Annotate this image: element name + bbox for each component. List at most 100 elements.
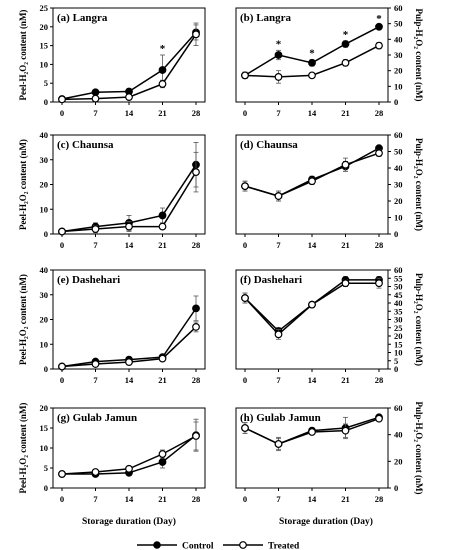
data-point bbox=[375, 41, 383, 50]
series-control bbox=[58, 24, 200, 103]
data-point bbox=[91, 468, 100, 476]
significance-marker: * bbox=[309, 48, 315, 60]
data-point bbox=[158, 66, 167, 74]
y-axis-title: Peel-H₂O₂ content (nM) bbox=[18, 403, 28, 494]
data-point bbox=[341, 160, 350, 169]
x-tick-label: 21 bbox=[341, 240, 350, 250]
data-point bbox=[158, 450, 167, 458]
y-tick-label: 20 bbox=[40, 22, 49, 32]
data-point bbox=[91, 88, 100, 97]
x-tick-label: 28 bbox=[375, 494, 384, 504]
y-tick-label: 10 bbox=[40, 204, 49, 214]
y-tick-label: 60 bbox=[394, 265, 403, 275]
y-tick-label: 15 bbox=[40, 41, 49, 51]
data-point bbox=[375, 149, 383, 158]
significance-marker: * bbox=[276, 38, 282, 50]
y-tick-label: 10 bbox=[40, 339, 49, 349]
series-line bbox=[244, 282, 379, 336]
x-tick-label: 0 bbox=[60, 240, 64, 250]
y-tick-label: 50 bbox=[394, 282, 403, 292]
y-tick-label: 20 bbox=[394, 456, 403, 466]
y-axis-title: Peel-H₂O₂ content (nM) bbox=[18, 139, 28, 230]
data-point bbox=[308, 300, 316, 309]
x-tick-label: 7 bbox=[93, 240, 98, 250]
y-tick-label: 0 bbox=[44, 364, 48, 374]
data-point bbox=[158, 80, 167, 88]
panel-title: (e) Dashehari bbox=[57, 274, 120, 286]
data-point bbox=[274, 330, 283, 339]
x-tick-label: 14 bbox=[125, 108, 134, 118]
data-point bbox=[58, 95, 66, 104]
data-point bbox=[375, 22, 383, 31]
series-line bbox=[244, 147, 380, 197]
data-point bbox=[91, 360, 100, 368]
x-tick-label: 28 bbox=[192, 494, 201, 504]
panel-b: 0 7 14 21 28 0 10 20 30 40 50 60 Pulp-H₂O₂ content (… bbox=[235, 3, 424, 118]
data-point bbox=[274, 192, 283, 200]
y-tick-label: 0 bbox=[44, 97, 48, 107]
data-point bbox=[125, 464, 133, 473]
x-tick-label: 7 bbox=[93, 375, 98, 385]
panel-e: 0 7 14 21 28 0 10 20 30 40 Peel-H₂O₂ content (nM) (… bbox=[18, 265, 206, 385]
y-axis-title: Pulp-H₂O₂ content (nM) bbox=[414, 273, 424, 366]
x-tick-label: 7 bbox=[276, 375, 281, 385]
data-point bbox=[58, 227, 66, 236]
y-axis-title: Peel-H₂O₂ content (nM) bbox=[18, 10, 28, 101]
data-point bbox=[241, 294, 249, 302]
x-tick-label: 0 bbox=[243, 240, 247, 250]
x-tick-label: 0 bbox=[243, 108, 247, 118]
y-tick-label: 40 bbox=[40, 265, 49, 275]
data-point bbox=[341, 426, 350, 435]
panel-g: 0 7 14 21 28 0 5 10 15 20 Peel-H₂O₂ content (nM) (g… bbox=[18, 403, 206, 504]
x-axis-titles: Storage duration (Day) Storage duration … bbox=[82, 516, 373, 527]
significance-marker: * bbox=[343, 29, 349, 41]
panel-title: (d) Chaunsa bbox=[240, 139, 298, 151]
x-tick-label: 21 bbox=[158, 375, 167, 385]
legend-control-marker bbox=[153, 541, 161, 549]
x-tick-label: 14 bbox=[125, 375, 134, 385]
x-tick-label: 0 bbox=[60, 375, 64, 385]
panel-title: (a) Langra bbox=[57, 12, 108, 24]
x-tick-label: 0 bbox=[60, 494, 64, 504]
y-tick-label: 0 bbox=[394, 483, 398, 493]
y-tick-label: 40 bbox=[394, 163, 403, 173]
data-point bbox=[375, 414, 383, 423]
data-point bbox=[308, 177, 316, 186]
y-axis-title: Pulp-H₂O₂ content (nM) bbox=[414, 402, 424, 495]
y-tick-label: 10 bbox=[40, 59, 49, 69]
x-tick-label: 28 bbox=[375, 108, 384, 118]
panel-title: (c) Chaunsa bbox=[57, 139, 114, 151]
data-point bbox=[192, 30, 200, 39]
data-point bbox=[125, 93, 133, 102]
data-point bbox=[192, 168, 200, 177]
x-tick-label: 21 bbox=[158, 494, 167, 504]
data-point bbox=[158, 211, 167, 220]
data-point bbox=[58, 362, 66, 371]
y-tick-label: 0 bbox=[394, 97, 398, 107]
data-point bbox=[192, 323, 200, 331]
y-tick-label: 40 bbox=[394, 430, 403, 440]
x-tick-label: 28 bbox=[375, 375, 384, 385]
x-tick-label: 21 bbox=[158, 240, 167, 250]
data-point bbox=[341, 279, 350, 288]
panel-d: 0 7 14 21 28 0 10 20 30 40 50 60 Pulp-H₂O₂ content (… bbox=[235, 130, 424, 250]
y-tick-label: 60 bbox=[394, 403, 403, 413]
series-treated bbox=[241, 41, 383, 84]
data-point bbox=[125, 358, 133, 366]
legend-control-label: Control bbox=[182, 542, 214, 550]
x-tick-label: 21 bbox=[341, 375, 350, 385]
data-point bbox=[91, 94, 100, 103]
x-tick-label: 7 bbox=[93, 108, 98, 118]
y-tick-label: 20 bbox=[394, 66, 403, 76]
series-treated bbox=[241, 277, 383, 340]
y-tick-label: 20 bbox=[40, 403, 49, 413]
data-point bbox=[158, 458, 167, 466]
y-tick-label: 15 bbox=[40, 423, 49, 433]
y-tick-label: 15 bbox=[394, 339, 403, 349]
series-control bbox=[58, 142, 200, 236]
data-point bbox=[241, 424, 249, 432]
y-tick-label: 5 bbox=[394, 356, 398, 366]
y-tick-label: 10 bbox=[394, 348, 403, 358]
